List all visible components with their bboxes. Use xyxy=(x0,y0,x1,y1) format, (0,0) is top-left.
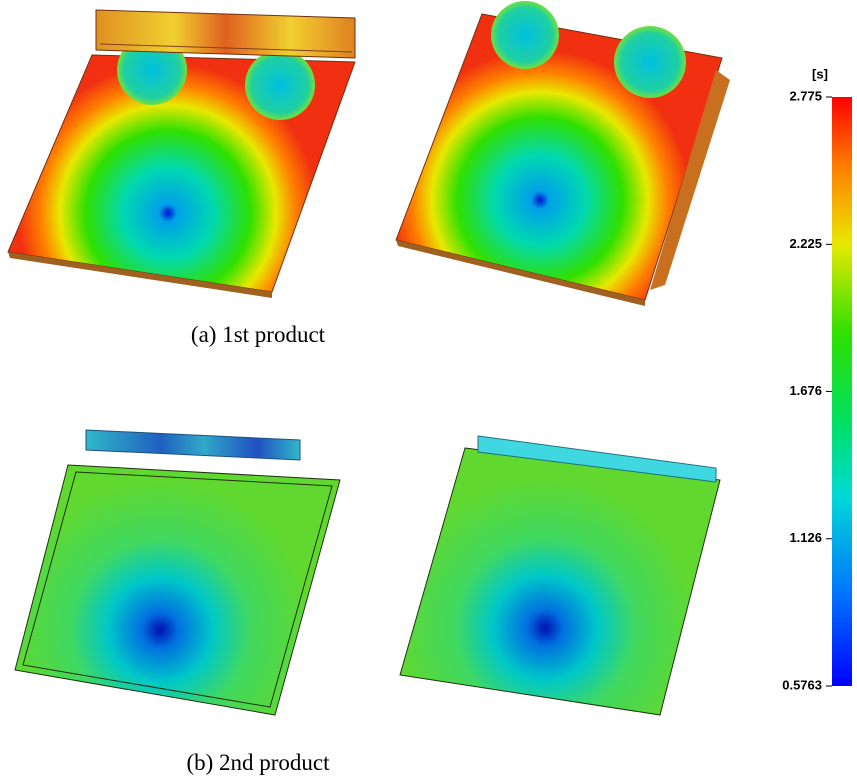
tick-label: 1.676 xyxy=(789,383,822,398)
tick-label: 2.775 xyxy=(789,88,822,103)
plate-a-left xyxy=(8,10,355,298)
figure: (a) 1st product (b) 2nd product [s] 2.77… xyxy=(0,0,857,782)
tick-label: 2.225 xyxy=(789,236,822,251)
tick-label: 1.126 xyxy=(789,530,822,545)
colorbar-unit: [s] xyxy=(812,66,828,81)
tick-label: 0.5763 xyxy=(782,677,822,692)
caption: (b) 2nd product xyxy=(186,750,330,775)
plate-b-right xyxy=(400,436,720,715)
plate-a-right xyxy=(396,1,730,306)
plate-b-left xyxy=(15,430,340,715)
caption: (a) 1st product xyxy=(191,322,326,347)
colorbar xyxy=(832,97,852,686)
